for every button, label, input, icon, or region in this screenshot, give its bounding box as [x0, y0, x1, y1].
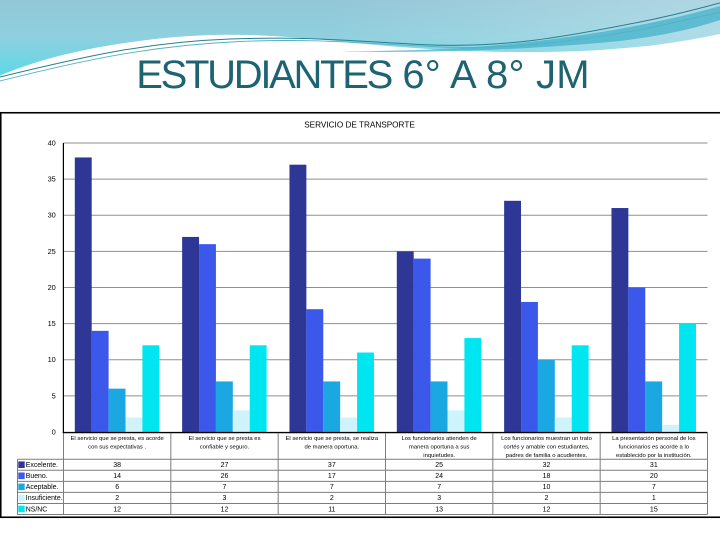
svg-text:2: 2 — [330, 495, 334, 502]
svg-text:7: 7 — [223, 484, 227, 491]
svg-text:1: 1 — [652, 495, 656, 502]
svg-text:Bueno.: Bueno. — [26, 473, 48, 480]
svg-text:Insuficiente.: Insuficiente. — [26, 495, 63, 502]
svg-text:24: 24 — [435, 473, 443, 480]
svg-text:38: 38 — [113, 462, 121, 469]
svg-text:20: 20 — [650, 473, 658, 480]
svg-text:26: 26 — [221, 473, 229, 480]
svg-text:15: 15 — [48, 319, 56, 328]
svg-text:NS/NC: NS/NC — [26, 506, 47, 513]
svg-text:20: 20 — [48, 283, 56, 292]
svg-text:5: 5 — [52, 391, 56, 400]
svg-text:La presentación personal de lo: La presentación personal de los funcionar… — [612, 436, 696, 459]
svg-text:2: 2 — [115, 495, 119, 502]
svg-text:14: 14 — [113, 473, 121, 480]
svg-text:15: 15 — [650, 506, 658, 513]
svg-text:6: 6 — [115, 484, 119, 491]
svg-text:SERVICIO DE TRANSPORTE: SERVICIO DE TRANSPORTE — [304, 121, 415, 130]
svg-text:3: 3 — [223, 495, 227, 502]
svg-text:25: 25 — [435, 462, 443, 469]
svg-text:13: 13 — [435, 506, 443, 513]
svg-text:35: 35 — [48, 175, 56, 184]
svg-text:12: 12 — [221, 506, 229, 513]
svg-text:Los funcionarios muestran un t: Los funcionarios muestran un trato cortés… — [501, 436, 592, 459]
svg-text:12: 12 — [113, 506, 121, 513]
svg-text:7: 7 — [330, 484, 334, 491]
svg-text:7: 7 — [652, 484, 656, 491]
svg-text:37: 37 — [328, 462, 336, 469]
svg-text:Aceptable.: Aceptable. — [26, 484, 59, 491]
svg-text:12: 12 — [543, 506, 551, 513]
svg-text:32: 32 — [543, 462, 551, 469]
svg-text:10: 10 — [543, 484, 551, 491]
svg-text:31: 31 — [650, 462, 658, 469]
svg-text:7: 7 — [437, 484, 441, 491]
svg-text:10: 10 — [48, 355, 56, 364]
svg-text:El servicio que se presta, es: El servicio que se presta, es acorde con … — [71, 436, 165, 450]
svg-text:40: 40 — [48, 138, 56, 147]
svg-text:17: 17 — [328, 473, 336, 480]
svg-text:25: 25 — [48, 247, 56, 256]
svg-text:3: 3 — [437, 495, 441, 502]
svg-text:0: 0 — [52, 427, 56, 436]
svg-text:11: 11 — [328, 506, 335, 513]
svg-text:27: 27 — [221, 462, 229, 469]
svg-text:El servicio que se presta, se: El servicio que se presta, se realiza de … — [285, 436, 378, 450]
svg-text:30: 30 — [48, 211, 56, 220]
svg-text:Excelente.: Excelente. — [26, 462, 58, 469]
svg-text:18: 18 — [543, 473, 551, 480]
svg-text:2: 2 — [545, 495, 549, 502]
